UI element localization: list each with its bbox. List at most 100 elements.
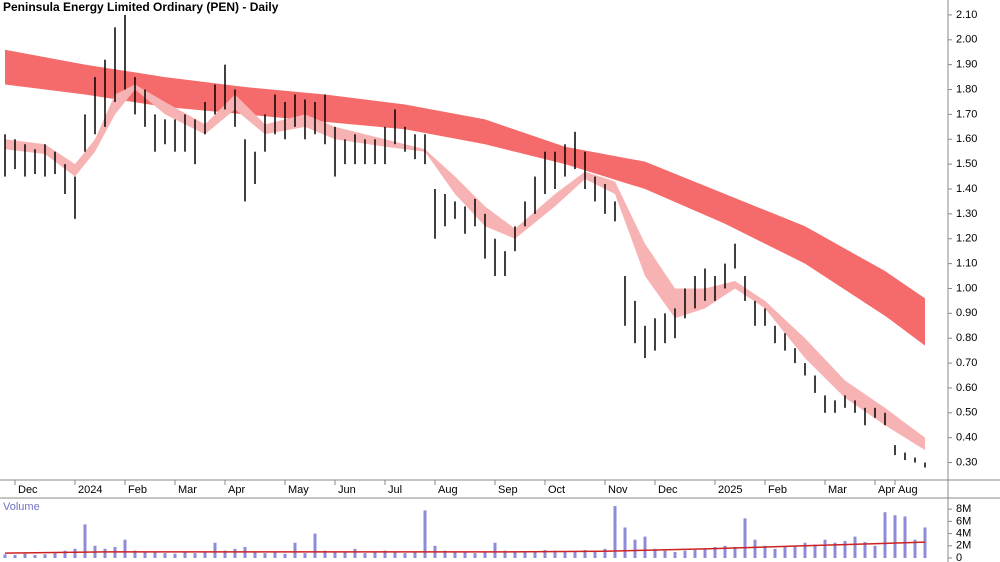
volume-bar: [683, 550, 687, 558]
volume-bar: [623, 527, 627, 558]
x-tick-label: Apr: [228, 484, 245, 496]
volume-bar: [13, 554, 17, 558]
x-tick-label: Aug: [438, 484, 458, 496]
volume-bar: [33, 554, 37, 558]
x-tick-label: Feb: [128, 484, 147, 496]
volume-bar: [43, 554, 47, 558]
volume-bar: [903, 516, 907, 558]
volume-bar: [163, 553, 167, 558]
y-tick-label: 1.40: [956, 183, 977, 195]
y-tick-label: 0.60: [956, 382, 977, 394]
volume-bar: [863, 542, 867, 558]
y-tick-label: 0.80: [956, 332, 977, 344]
y-tick-label: 1.80: [956, 83, 977, 95]
volume-bar: [503, 550, 507, 558]
volume-bar: [733, 547, 737, 558]
volume-bar: [343, 552, 347, 558]
y-tick-label: 2M: [956, 540, 971, 552]
volume-bar: [23, 553, 27, 558]
volume-bar: [653, 548, 657, 558]
y-tick-label: 2.10: [956, 9, 977, 21]
volume-bar: [313, 533, 317, 558]
volume-bar: [53, 553, 57, 558]
y-tick-label: 2.00: [956, 34, 977, 46]
volume-bar: [493, 542, 497, 558]
volume-bar: [763, 545, 767, 558]
volume-bar: [893, 515, 897, 558]
volume-bar: [403, 553, 407, 558]
volume-bar: [703, 548, 707, 558]
volume-bar: [553, 550, 557, 558]
y-tick-label: 0.70: [956, 357, 977, 369]
chart-title: Peninsula Energy Limited Ordinary (PEN) …: [3, 0, 279, 14]
band: [5, 49, 925, 346]
volume-bar: [883, 512, 887, 558]
x-tick-label: Jul: [388, 484, 402, 496]
volume-bar: [483, 551, 487, 558]
y-tick-label: 4M: [956, 527, 971, 539]
x-tick-label: May: [288, 484, 309, 496]
panel-title: Volume: [3, 501, 40, 513]
x-tick-label: Jun: [338, 484, 356, 496]
volume-bar: [773, 548, 777, 558]
x-tick-label: Aug: [898, 484, 918, 496]
y-tick-label: 1.50: [956, 158, 977, 170]
volume-bar: [823, 539, 827, 558]
volume-bar: [673, 551, 677, 558]
volume-bar: [133, 550, 137, 558]
volume-bar: [803, 542, 807, 558]
volume-bar: [253, 551, 257, 558]
y-tick-label: 1.10: [956, 258, 977, 270]
volume-bar: [233, 548, 237, 558]
volume-average: [4, 541, 926, 554]
volume-bar: [603, 548, 607, 558]
x-tick-label: Nov: [608, 484, 628, 496]
y-tick-label: 0.40: [956, 432, 977, 444]
volume-bar: [453, 551, 457, 558]
volume-bar: [173, 553, 177, 558]
volume-bar: [393, 552, 397, 558]
volume-bar: [213, 542, 217, 558]
volume-bar: [663, 550, 667, 558]
volume-bar: [853, 536, 857, 558]
volume-bar: [143, 551, 147, 558]
y-tick-label: 0: [956, 552, 962, 562]
volume-bar: [793, 545, 797, 558]
volume-bar: [373, 551, 377, 558]
x-tick-label: Apr: [878, 484, 895, 496]
x-tick-label: Mar: [178, 484, 197, 496]
y-tick-label: 6M: [956, 515, 971, 527]
x-tick-label: Sep: [498, 484, 518, 496]
volume-bar: [713, 547, 717, 558]
volume-bar: [193, 553, 197, 558]
volume-bar: [123, 539, 127, 558]
volume-bar: [573, 551, 577, 558]
volume-bar: [333, 551, 337, 558]
x-tick-label: Dec: [658, 484, 678, 496]
volume-bar: [223, 550, 227, 558]
y-tick-label: 0.90: [956, 307, 977, 319]
volume-bar: [833, 542, 837, 558]
volume-bar: [593, 550, 597, 558]
volume-bar: [383, 550, 387, 558]
volume-bar: [203, 551, 207, 558]
volume-bar: [263, 553, 267, 558]
volume-bar: [153, 552, 157, 558]
x-tick-label: Oct: [548, 484, 565, 496]
y-tick-label: 1.90: [956, 59, 977, 71]
volume-bar: [273, 552, 277, 558]
volume-bar: [83, 524, 87, 558]
volume-bar: [693, 550, 697, 558]
volume-bar: [73, 548, 77, 558]
volume-bar: [443, 550, 447, 558]
y-tick-label: 1.30: [956, 208, 977, 220]
volume-bar: [543, 550, 547, 558]
volume-bar: [843, 540, 847, 558]
y-tick-label: 1.00: [956, 282, 977, 294]
volume-bar: [873, 545, 877, 558]
y-tick-label: 0.50: [956, 407, 977, 419]
x-tick-label: Feb: [768, 484, 787, 496]
volume-bar: [423, 510, 427, 558]
y-tick-label: 1.20: [956, 233, 977, 245]
